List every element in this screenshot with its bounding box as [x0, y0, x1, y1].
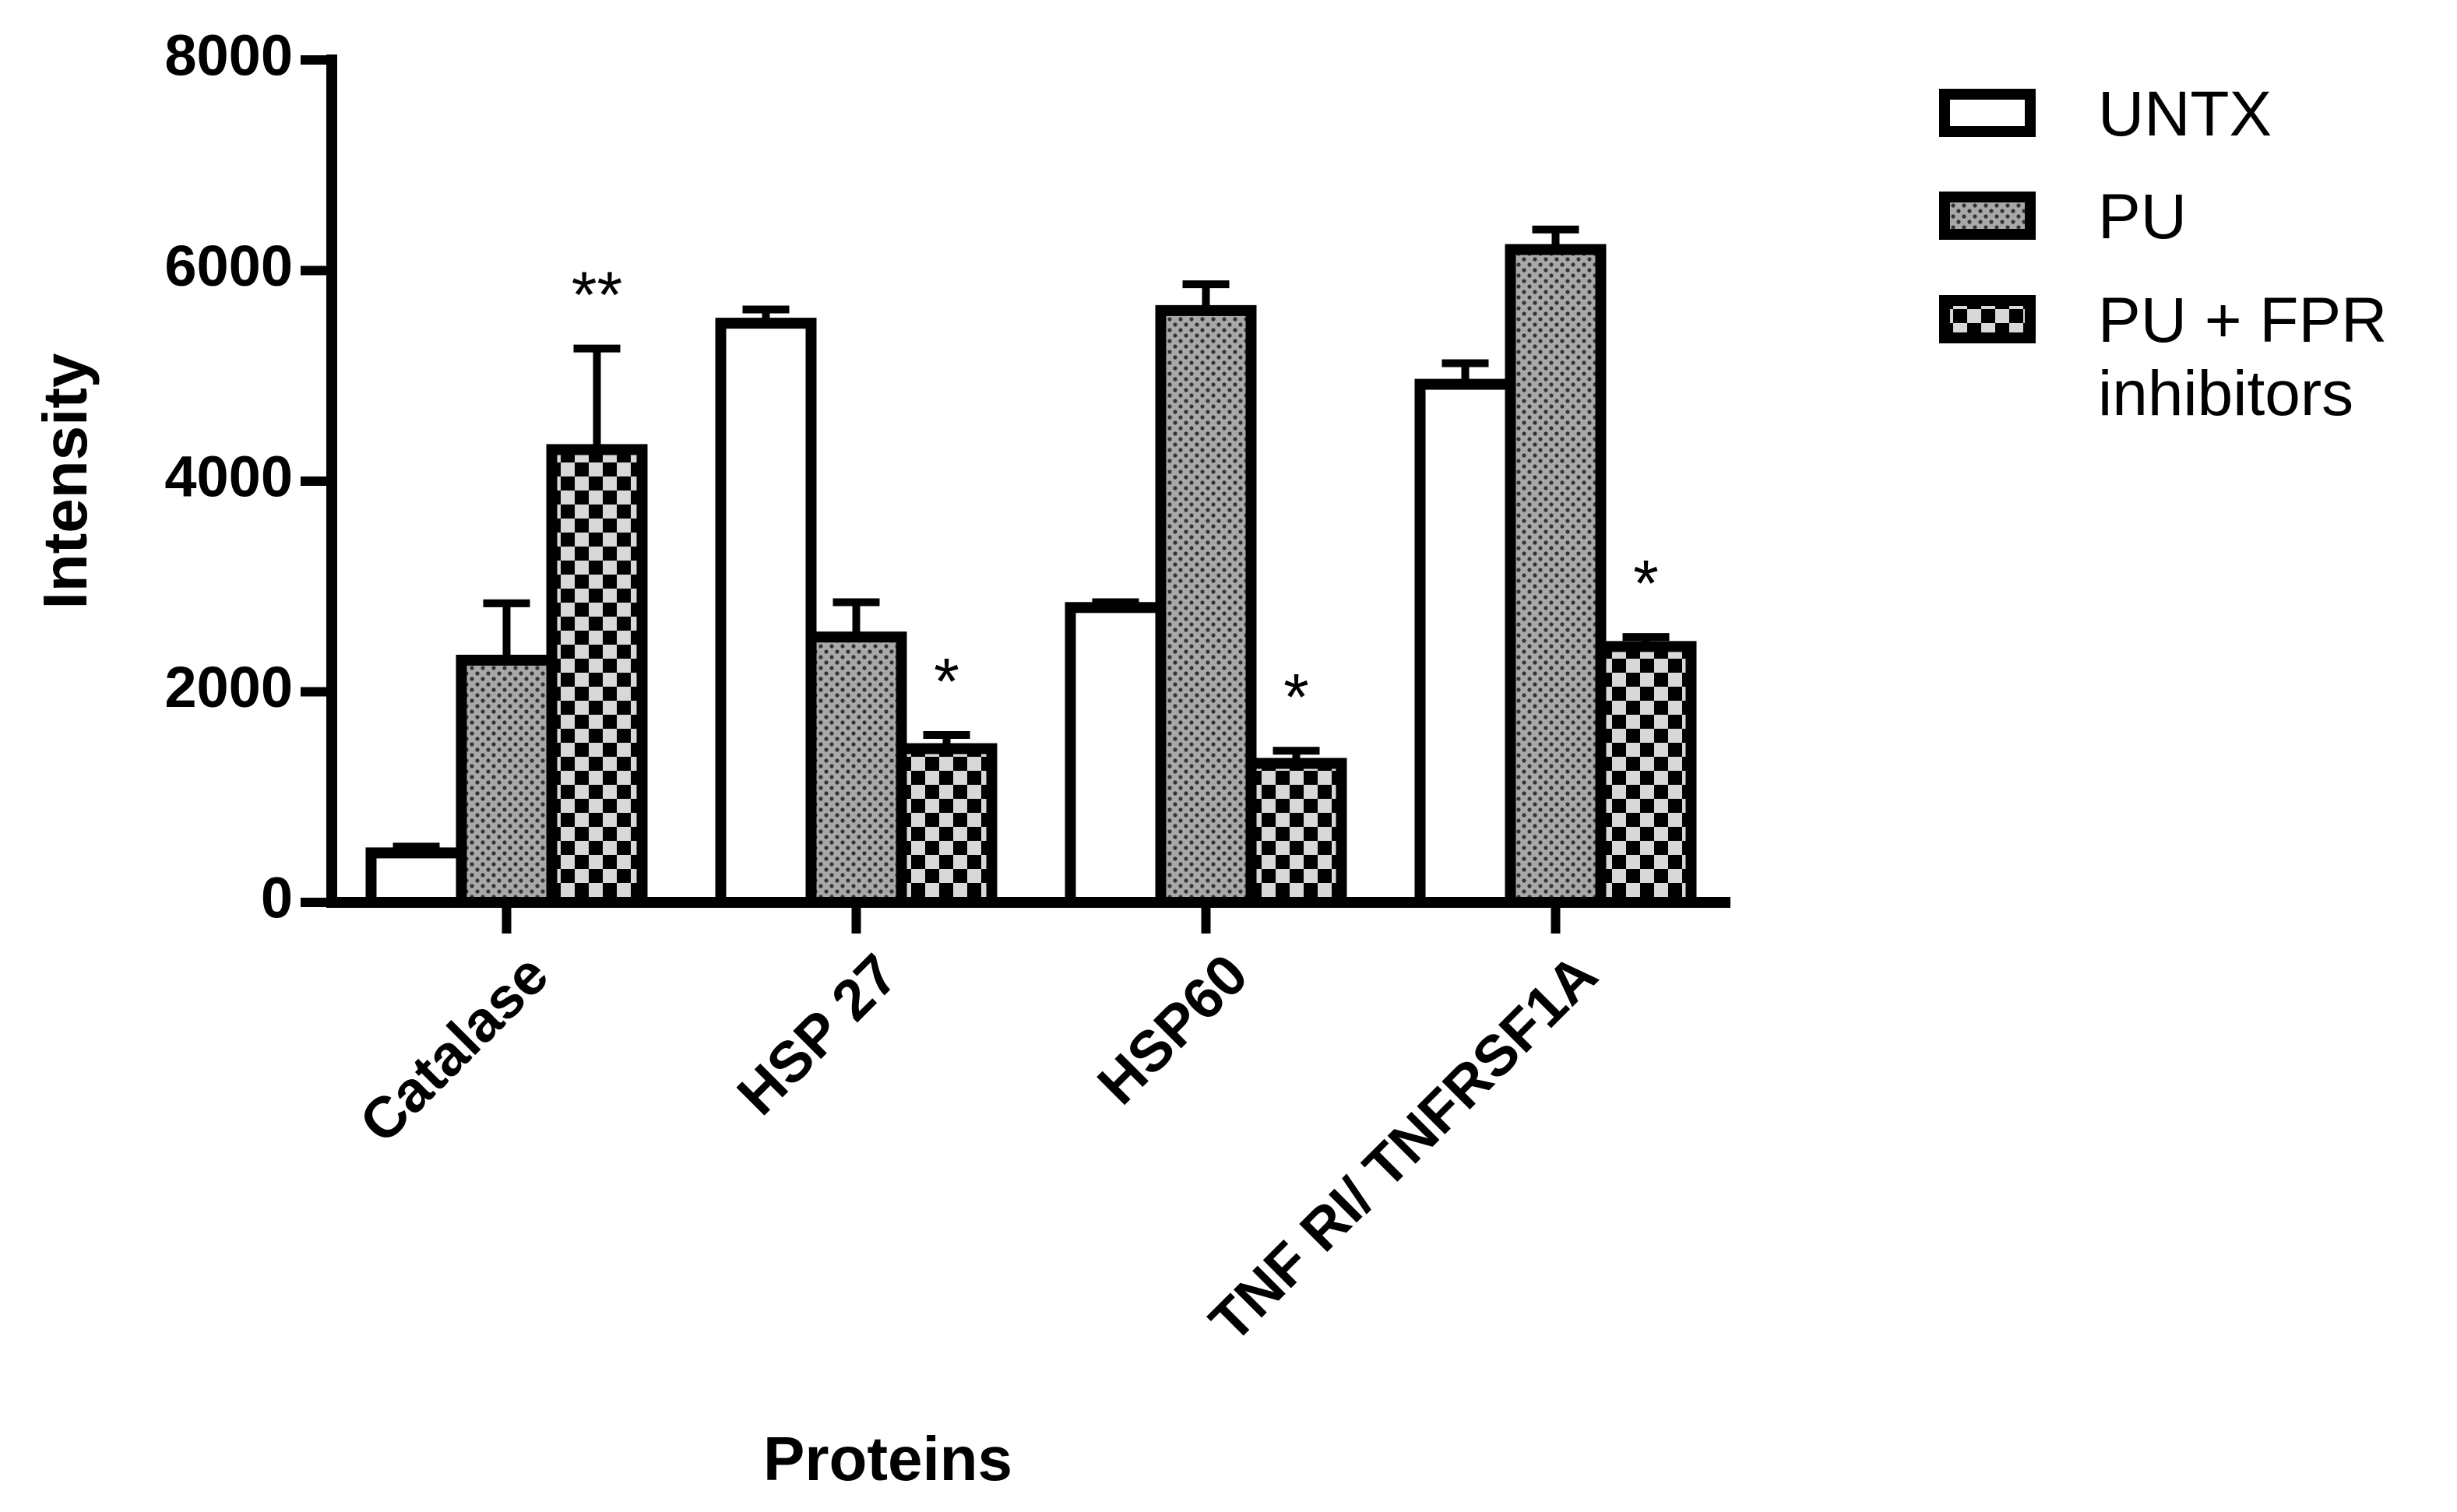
bar — [365, 847, 467, 908]
significance-label: ** — [572, 258, 622, 332]
bar — [1414, 378, 1516, 908]
error-bar — [483, 599, 530, 660]
significance-label: * — [1633, 547, 1659, 620]
significance-label: * — [1283, 660, 1309, 733]
bar — [896, 743, 998, 908]
legend-swatch — [1939, 89, 2036, 137]
y-tick-label: 4000 — [164, 445, 293, 509]
bar — [546, 444, 648, 908]
y-axis-title: Intensity — [30, 353, 100, 609]
legend-item: PU — [1939, 181, 2441, 254]
bar — [456, 654, 558, 908]
legend-swatch-fill — [1939, 89, 2036, 137]
bar — [1065, 602, 1167, 908]
error-bar — [573, 344, 621, 450]
legend-swatch-fill — [1939, 192, 2036, 241]
bar — [1245, 758, 1347, 908]
legend-swatch — [1939, 294, 2036, 343]
y-tick-label: 6000 — [164, 234, 293, 298]
x-tick-label: Catalase — [347, 942, 561, 1155]
legend-swatch — [1939, 192, 2036, 241]
legend-label: UNTX — [2098, 79, 2272, 149]
legend-label: PU — [2098, 181, 2187, 253]
bar — [805, 631, 907, 908]
x-tick-label: TNF RI/ TNFRSF1A — [1197, 942, 1610, 1355]
x-tick-label: HSP60 — [1085, 942, 1259, 1116]
legend: UNTX PU PU + FPR inhibitors — [1939, 78, 2441, 460]
significance-label: * — [934, 645, 959, 718]
bar — [715, 318, 817, 908]
bar — [1595, 641, 1697, 909]
y-tick-label: 2000 — [164, 655, 293, 719]
x-tick-label: HSP 27 — [725, 942, 910, 1127]
legend-item: PU + FPR inhibitors — [1939, 284, 2441, 431]
x-axis-title: Proteins — [763, 1424, 1012, 1493]
legend-swatch-fill — [1939, 294, 2036, 343]
bar — [1155, 304, 1257, 908]
y-tick-label: 0 — [261, 866, 293, 930]
error-bar — [832, 598, 880, 638]
legend-label: PU + FPR inhibitors — [2098, 284, 2388, 429]
bar — [1505, 244, 1607, 908]
legend-item: UNTX — [1939, 78, 2441, 151]
y-tick-label: 8000 — [164, 23, 293, 88]
